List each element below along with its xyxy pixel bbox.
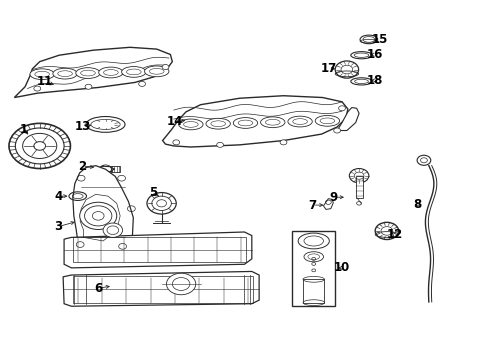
- Text: 6: 6: [94, 282, 102, 295]
- Bar: [292, 231, 334, 306]
- Polygon shape: [64, 232, 251, 268]
- Ellipse shape: [178, 119, 203, 130]
- Circle shape: [139, 81, 145, 86]
- Bar: [111, 166, 120, 172]
- Ellipse shape: [287, 116, 312, 127]
- Circle shape: [280, 140, 286, 145]
- Text: 15: 15: [371, 33, 387, 46]
- Text: 14: 14: [167, 116, 183, 129]
- Text: 16: 16: [366, 48, 383, 61]
- Circle shape: [333, 128, 340, 133]
- Ellipse shape: [53, 68, 77, 79]
- Ellipse shape: [315, 116, 339, 126]
- Polygon shape: [63, 271, 259, 306]
- Text: 4: 4: [54, 190, 62, 203]
- Text: 1: 1: [20, 122, 28, 136]
- Circle shape: [416, 155, 430, 165]
- Ellipse shape: [205, 118, 230, 129]
- Text: 12: 12: [386, 228, 402, 241]
- Circle shape: [85, 84, 92, 89]
- Circle shape: [9, 123, 70, 168]
- Text: 13: 13: [74, 121, 91, 134]
- Text: 5: 5: [148, 186, 157, 199]
- Circle shape: [172, 140, 179, 145]
- Circle shape: [374, 222, 398, 239]
- Text: 2: 2: [79, 160, 86, 173]
- Polygon shape: [162, 96, 347, 147]
- Polygon shape: [73, 166, 133, 255]
- Ellipse shape: [76, 68, 100, 78]
- Text: 10: 10: [333, 261, 349, 274]
- Circle shape: [103, 223, 122, 237]
- Circle shape: [80, 202, 117, 229]
- Bar: [303, 279, 324, 303]
- Ellipse shape: [233, 118, 257, 129]
- Text: 18: 18: [366, 74, 383, 87]
- Ellipse shape: [99, 67, 123, 78]
- Text: 9: 9: [328, 191, 337, 204]
- Bar: [73, 276, 253, 303]
- Ellipse shape: [122, 67, 146, 77]
- Bar: [355, 176, 362, 198]
- Circle shape: [216, 142, 223, 147]
- Polygon shape: [336, 108, 358, 131]
- Ellipse shape: [30, 69, 54, 80]
- Circle shape: [147, 193, 176, 214]
- Text: 8: 8: [413, 198, 421, 211]
- Circle shape: [166, 273, 195, 295]
- Text: 11: 11: [37, 75, 53, 88]
- Text: 7: 7: [308, 199, 316, 212]
- Text: 17: 17: [320, 62, 336, 75]
- Text: 3: 3: [54, 220, 62, 233]
- Polygon shape: [323, 199, 332, 210]
- Ellipse shape: [260, 117, 285, 128]
- Polygon shape: [14, 47, 172, 98]
- Circle shape: [348, 168, 368, 183]
- Bar: [73, 237, 245, 262]
- Circle shape: [334, 61, 358, 78]
- Circle shape: [162, 64, 168, 69]
- Ellipse shape: [144, 66, 168, 77]
- Circle shape: [34, 86, 41, 91]
- Circle shape: [338, 106, 345, 111]
